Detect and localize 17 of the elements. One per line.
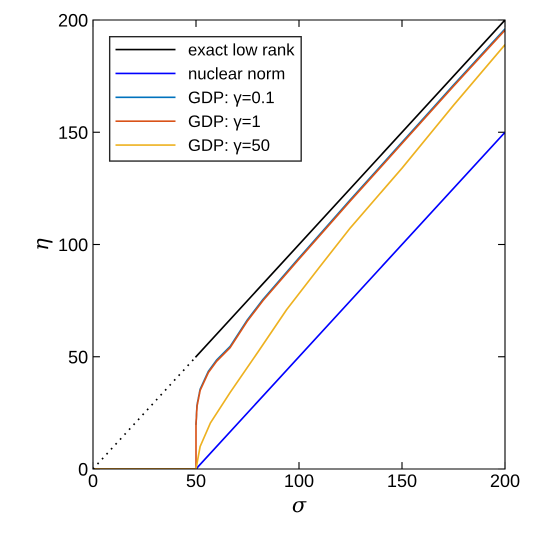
y-tick-label: 50 [68, 350, 88, 364]
y-axis-title: η [37, 238, 52, 249]
y-tick-label: 0 [78, 462, 88, 476]
y-tick-label: 200 [58, 14, 88, 27]
x-axis-title: σ [292, 501, 307, 512]
x-tick-label: 0 [88, 474, 98, 488]
x-tick-label: 200 [490, 474, 520, 488]
y-tick-label: 150 [59, 126, 88, 139]
legend-label: GDP: γ=50 [188, 139, 270, 154]
x-tick-label: 50 [186, 474, 206, 488]
legend-label: exact low rank [188, 43, 295, 56]
legend-label: GDP: γ=1 [188, 115, 260, 130]
legend-label: GDP: γ=0.1 [188, 92, 274, 107]
x-tick-label: 150 [388, 474, 416, 488]
legend-label: nuclear norm [189, 67, 284, 80]
x-tick-label: 100 [285, 474, 314, 488]
y-tick-label: 100 [59, 238, 88, 252]
